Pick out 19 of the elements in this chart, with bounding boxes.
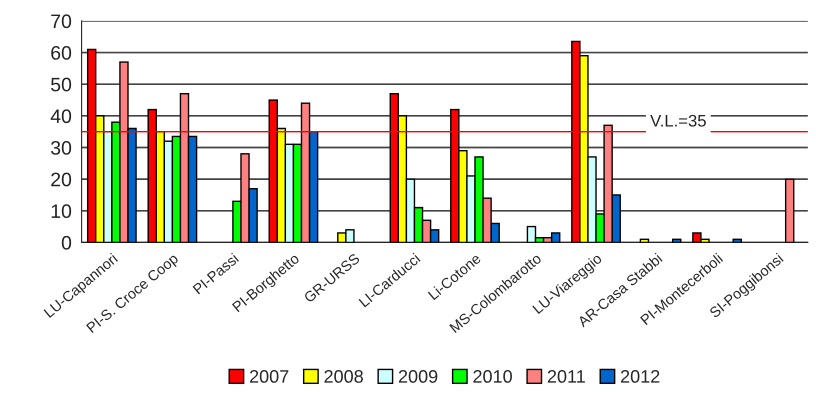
- y-tick-label: 0: [62, 236, 72, 250]
- bar: [784, 178, 794, 242]
- legend-label: 2009: [398, 370, 438, 383]
- ref-line-label: V.L.=35: [650, 114, 706, 127]
- bar: [672, 238, 682, 242]
- y-tick-label: 70: [51, 14, 72, 28]
- y-tick-label: 50: [51, 78, 72, 92]
- y-tick-label: 30: [50, 140, 72, 155]
- y-tick-label: 60: [51, 46, 72, 60]
- legend-label: 2010: [473, 370, 512, 383]
- y-tick-label: 10: [52, 204, 72, 218]
- y-tick-label: 40: [50, 109, 72, 124]
- legend-label: 2007: [250, 370, 288, 383]
- bar: [732, 238, 742, 242]
- legend-label: 2008: [324, 370, 363, 383]
- y-tick-label: 20: [51, 172, 72, 186]
- legend-label: 2011: [548, 370, 585, 383]
- legend-label: 2012: [620, 370, 660, 383]
- bar: [640, 238, 650, 242]
